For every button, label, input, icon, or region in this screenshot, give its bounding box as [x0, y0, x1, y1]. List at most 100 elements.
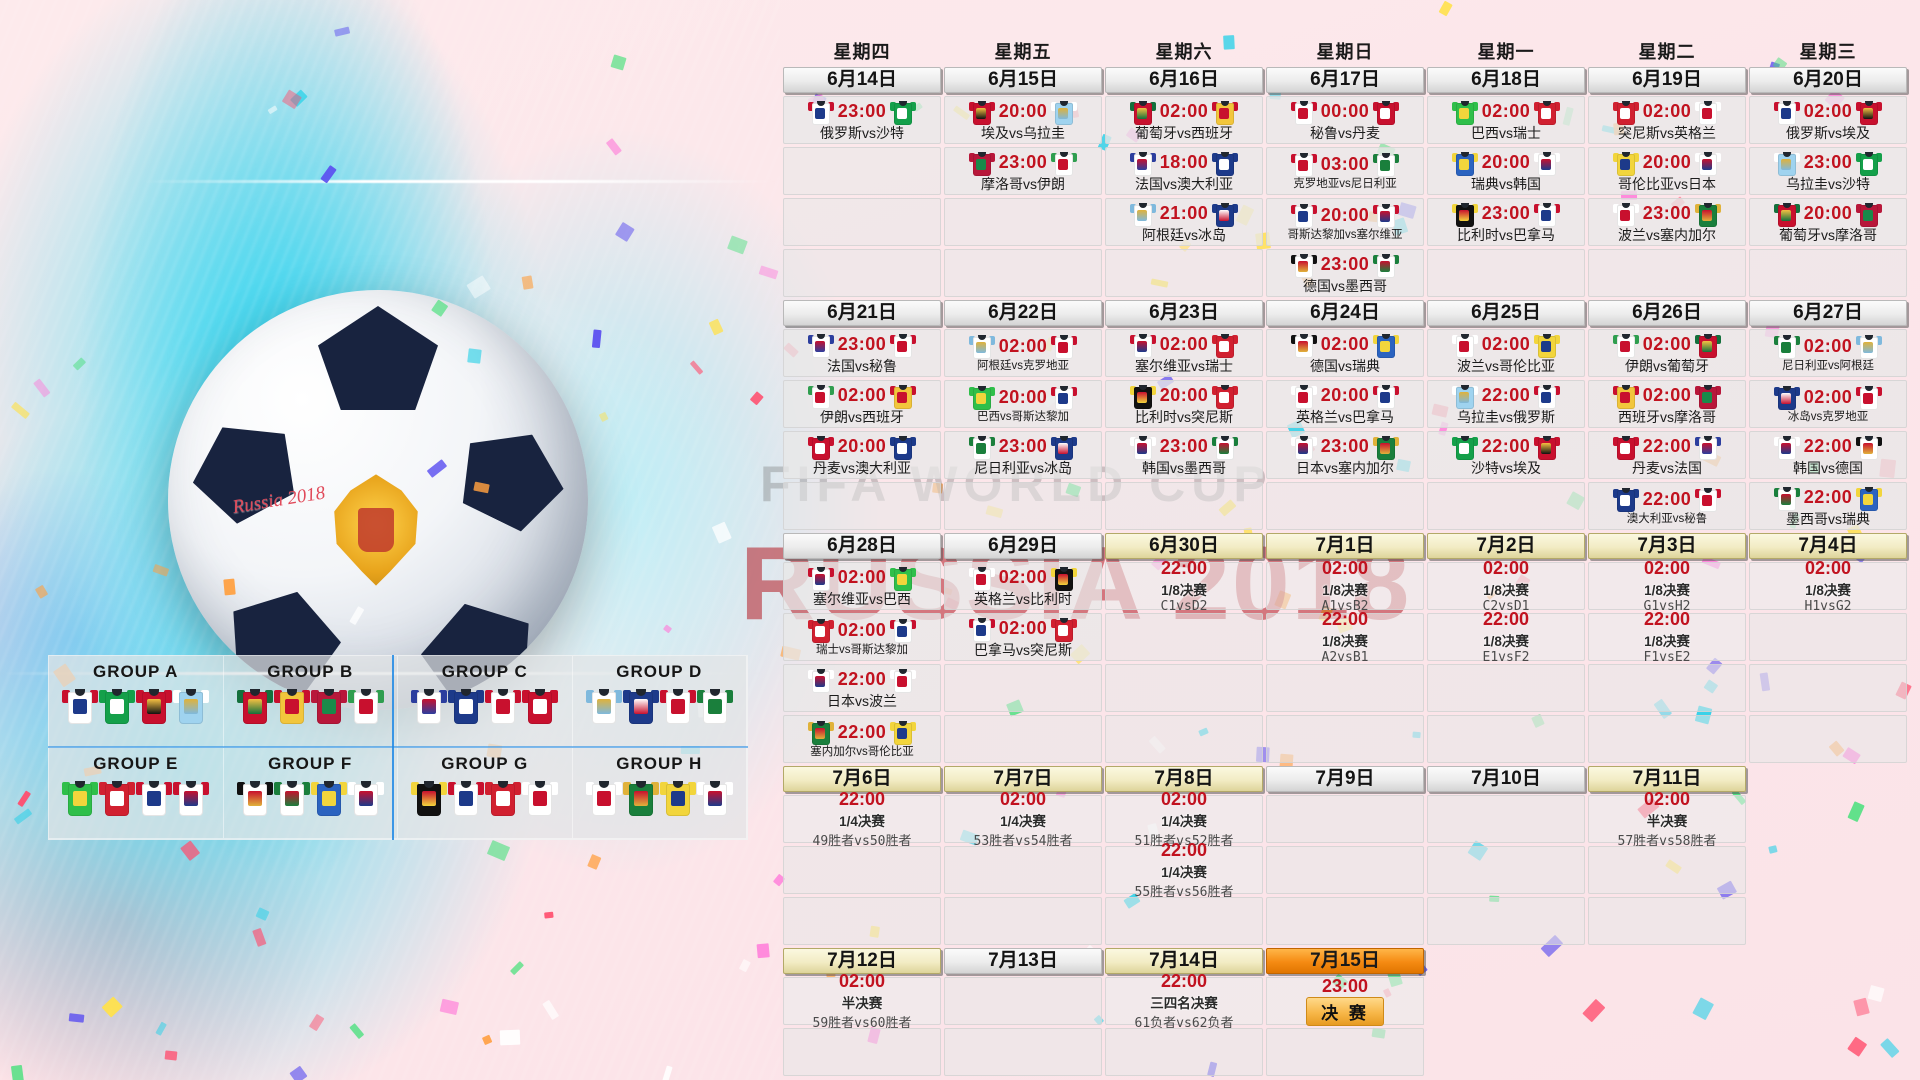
match-cell[interactable]: 02:00 俄罗斯vs埃及 [1749, 96, 1907, 144]
match-cell[interactable]: 20:00 哥斯达黎加vs塞尔维亚 [1266, 198, 1424, 246]
match-cell[interactable]: 21:00 阿根廷vs冰岛 [1105, 198, 1263, 246]
match-cell[interactable]: 20:00 葡萄牙vs摩洛哥 [1749, 198, 1907, 246]
date-header-6月17日[interactable]: 6月17日 [1266, 67, 1424, 93]
match-cell[interactable]: 02:00 西班牙vs摩洛哥 [1588, 380, 1746, 428]
date-header-6月14日[interactable]: 6月14日 [783, 67, 941, 93]
knockout-match-cell[interactable]: 22:00 1/8决赛 C1vsD2 [1105, 558, 1263, 614]
knockout-match-cell[interactable]: 02:00 半决赛 57胜者vs58胜者 [1588, 789, 1746, 849]
match-cell[interactable]: 02:00 瑞士vs哥斯达黎加 [783, 613, 941, 661]
match-cell[interactable]: 20:00 英格兰vs巴拿马 [1266, 380, 1424, 428]
knockout-match-cell[interactable]: 22:00 1/8决赛 A2vsB1 [1266, 609, 1424, 665]
group-box-group-a[interactable]: GROUP A [49, 656, 224, 748]
match-cell[interactable]: 23:00 法国vs秘鲁 [783, 329, 941, 377]
match-cell[interactable]: 02:00 冰岛vs克罗地亚 [1749, 380, 1907, 428]
match-cell[interactable]: 02:00 英格兰vs比利时 [944, 562, 1102, 610]
date-header-7月7日[interactable]: 7月7日 [944, 766, 1102, 792]
date-header-7月8日[interactable]: 7月8日 [1105, 766, 1263, 792]
match-cell[interactable]: 22:00 日本vs波兰 [783, 664, 941, 712]
date-header-7月9日[interactable]: 7月9日 [1266, 766, 1424, 792]
match-cell[interactable]: 20:00 比利时vs突尼斯 [1105, 380, 1263, 428]
match-cell[interactable]: 22:00 墨西哥vs瑞典 [1749, 482, 1907, 530]
date-header-6月15日[interactable]: 6月15日 [944, 67, 1102, 93]
match-cell[interactable]: 22:00 丹麦vs法国 [1588, 431, 1746, 479]
match-cell[interactable]: 23:00 波兰vs塞内加尔 [1588, 198, 1746, 246]
date-header-6月20日[interactable]: 6月20日 [1749, 67, 1907, 93]
match-cell[interactable]: 23:00 韩国vs墨西哥 [1105, 431, 1263, 479]
date-header-7月2日[interactable]: 7月2日 [1427, 533, 1585, 559]
knockout-match-cell[interactable]: 22:00 三四名决赛 61负者vs62负者 [1105, 971, 1263, 1031]
knockout-match-cell[interactable]: 02:00 1/8决赛 G1vsH2 [1588, 558, 1746, 614]
match-cell[interactable]: 22:00 塞内加尔vs哥伦比亚 [783, 715, 941, 763]
date-header-7月11日[interactable]: 7月11日 [1588, 766, 1746, 792]
date-header-7月14日[interactable]: 7月14日 [1105, 948, 1263, 974]
group-box-group-b[interactable]: GROUP B [223, 656, 398, 748]
knockout-match-cell[interactable]: 22:00 1/8决赛 E1vsF2 [1427, 609, 1585, 665]
match-cell[interactable]: 20:00 丹麦vs澳大利亚 [783, 431, 941, 479]
date-header-6月23日[interactable]: 6月23日 [1105, 300, 1263, 326]
date-header-7月10日[interactable]: 7月10日 [1427, 766, 1585, 792]
date-header-6月16日[interactable]: 6月16日 [1105, 67, 1263, 93]
match-cell[interactable]: 02:00 伊朗vs西班牙 [783, 380, 941, 428]
match-cell[interactable]: 02:00 巴拿马vs突尼斯 [944, 613, 1102, 661]
match-cell[interactable]: 23:00 俄罗斯vs沙特 [783, 96, 941, 144]
date-header-7月15日[interactable]: 7月15日 [1266, 948, 1424, 974]
match-cell[interactable]: 20:00 瑞典vs韩国 [1427, 147, 1585, 195]
match-cell[interactable]: 03:00 克罗地亚vs尼日利亚 [1266, 147, 1424, 195]
date-header-7月3日[interactable]: 7月3日 [1588, 533, 1746, 559]
date-header-6月19日[interactable]: 6月19日 [1588, 67, 1746, 93]
group-box-group-f[interactable]: GROUP F [223, 747, 398, 839]
knockout-match-cell[interactable]: 02:00 1/4决赛 51胜者vs52胜者 [1105, 789, 1263, 849]
match-cell[interactable]: 18:00 法国vs澳大利亚 [1105, 147, 1263, 195]
date-header-6月22日[interactable]: 6月22日 [944, 300, 1102, 326]
match-cell[interactable]: 20:00 哥伦比亚vs日本 [1588, 147, 1746, 195]
group-box-group-c[interactable]: GROUP C [398, 656, 573, 748]
match-cell[interactable]: 23:00 摩洛哥vs伊朗 [944, 147, 1102, 195]
knockout-match-cell[interactable]: 02:00 半决赛 59胜者vs60胜者 [783, 971, 941, 1031]
group-box-group-g[interactable]: GROUP G [398, 747, 573, 839]
date-header-6月18日[interactable]: 6月18日 [1427, 67, 1585, 93]
date-header-6月27日[interactable]: 6月27日 [1749, 300, 1907, 326]
date-header-7月1日[interactable]: 7月1日 [1266, 533, 1424, 559]
final-match-cell[interactable]: 23:00 决 赛 [1266, 976, 1424, 1026]
match-cell[interactable]: 02:00 塞尔维亚vs瑞士 [1105, 329, 1263, 377]
match-cell[interactable]: 02:00 巴西vs瑞士 [1427, 96, 1585, 144]
knockout-match-cell[interactable]: 02:00 1/8决赛 C2vsD1 [1427, 558, 1585, 614]
match-cell[interactable]: 23:00 比利时vs巴拿马 [1427, 198, 1585, 246]
date-header-6月25日[interactable]: 6月25日 [1427, 300, 1585, 326]
match-cell[interactable]: 20:00 埃及vs乌拉圭 [944, 96, 1102, 144]
match-cell[interactable]: 02:00 德国vs瑞典 [1266, 329, 1424, 377]
match-cell[interactable]: 02:00 葡萄牙vs西班牙 [1105, 96, 1263, 144]
match-cell[interactable]: 20:00 巴西vs哥斯达黎加 [944, 380, 1102, 428]
group-box-group-e[interactable]: GROUP E [49, 747, 224, 839]
match-cell[interactable]: 22:00 韩国vs德国 [1749, 431, 1907, 479]
date-header-7月12日[interactable]: 7月12日 [783, 948, 941, 974]
date-header-6月21日[interactable]: 6月21日 [783, 300, 941, 326]
knockout-match-cell[interactable]: 22:00 1/8决赛 F1vsE2 [1588, 609, 1746, 665]
match-cell[interactable]: 02:00 突尼斯vs英格兰 [1588, 96, 1746, 144]
date-header-7月13日[interactable]: 7月13日 [944, 948, 1102, 974]
knockout-match-cell[interactable]: 02:00 1/8决赛 A1vsB2 [1266, 558, 1424, 614]
knockout-match-cell[interactable]: 02:00 1/8决赛 H1vsG2 [1749, 558, 1907, 614]
date-header-7月4日[interactable]: 7月4日 [1749, 533, 1907, 559]
knockout-match-cell[interactable]: 22:00 1/4决赛 55胜者vs56胜者 [1105, 840, 1263, 900]
date-header-7月6日[interactable]: 7月6日 [783, 766, 941, 792]
group-box-group-h[interactable]: GROUP H [572, 747, 747, 839]
date-header-6月26日[interactable]: 6月26日 [1588, 300, 1746, 326]
match-cell[interactable]: 02:00 尼日利亚vs阿根廷 [1749, 329, 1907, 377]
match-cell[interactable]: 23:00 乌拉圭vs沙特 [1749, 147, 1907, 195]
match-cell[interactable]: 22:00 乌拉圭vs俄罗斯 [1427, 380, 1585, 428]
date-header-6月30日[interactable]: 6月30日 [1105, 533, 1263, 559]
match-cell[interactable]: 02:00 塞尔维亚vs巴西 [783, 562, 941, 610]
date-header-6月28日[interactable]: 6月28日 [783, 533, 941, 559]
match-cell[interactable]: 22:00 沙特vs埃及 [1427, 431, 1585, 479]
date-header-6月29日[interactable]: 6月29日 [944, 533, 1102, 559]
match-cell[interactable]: 02:00 阿根廷vs克罗地亚 [944, 329, 1102, 377]
match-cell[interactable]: 02:00 波兰vs哥伦比亚 [1427, 329, 1585, 377]
knockout-match-cell[interactable]: 02:00 1/4决赛 53胜者vs54胜者 [944, 789, 1102, 849]
knockout-match-cell[interactable]: 22:00 1/4决赛 49胜者vs50胜者 [783, 789, 941, 849]
match-cell[interactable]: 23:00 尼日利亚vs冰岛 [944, 431, 1102, 479]
group-box-group-d[interactable]: GROUP D [572, 656, 747, 748]
match-cell[interactable]: 00:00 秘鲁vs丹麦 [1266, 96, 1424, 144]
match-cell[interactable]: 23:00 日本vs塞内加尔 [1266, 431, 1424, 479]
match-cell[interactable]: 02:00 伊朗vs葡萄牙 [1588, 329, 1746, 377]
